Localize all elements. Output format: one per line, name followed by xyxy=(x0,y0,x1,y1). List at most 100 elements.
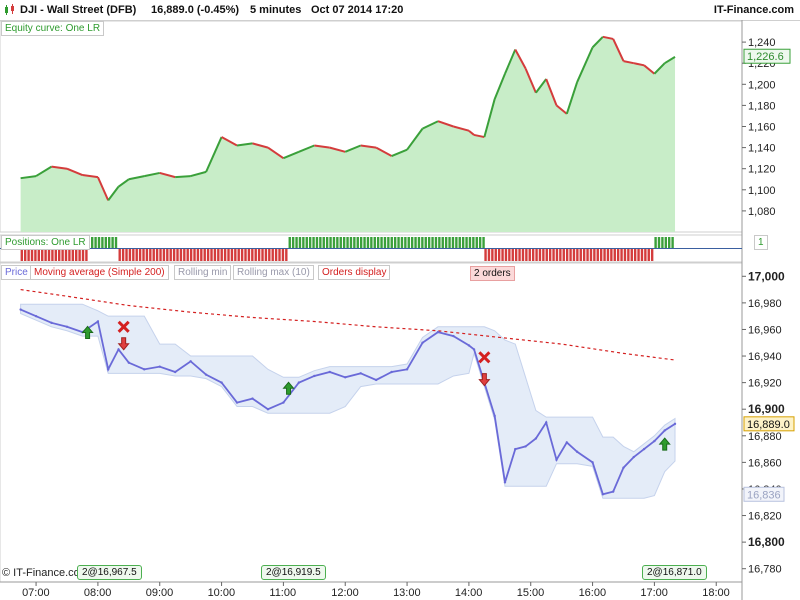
price-point xyxy=(266,408,270,411)
price-tick-label: 16,880 xyxy=(748,431,782,443)
position-bar-short xyxy=(47,249,51,261)
equity-segment xyxy=(468,129,475,136)
price-tick-label: 16,860 xyxy=(748,457,782,469)
position-bar-short xyxy=(271,249,274,261)
position-bar-short xyxy=(132,249,135,261)
price-point xyxy=(19,308,22,311)
price-point xyxy=(632,455,635,459)
position-bar-long xyxy=(654,237,657,249)
position-bar-short xyxy=(599,249,603,261)
position-bar-long xyxy=(111,237,114,249)
position-bar-short xyxy=(274,249,278,261)
buy-arrow-icon xyxy=(658,437,671,451)
position-bar-short xyxy=(555,249,559,261)
equity-segment xyxy=(535,78,547,94)
equity-segment xyxy=(117,178,130,188)
price-tick-label: 16,960 xyxy=(748,324,782,336)
position-bar-long xyxy=(319,237,322,249)
position-bar-short xyxy=(531,249,535,261)
position-bar-short xyxy=(227,249,230,261)
position-bar-short xyxy=(138,249,142,261)
equity-segment xyxy=(314,144,330,149)
position-bar-long xyxy=(657,237,661,249)
position-bar-long xyxy=(671,237,674,249)
price-point xyxy=(127,361,131,364)
position-bar-short xyxy=(528,249,531,261)
equity-segment xyxy=(252,142,269,149)
timeframe[interactable]: 5 minutes xyxy=(250,4,302,16)
price-point xyxy=(173,370,177,374)
position-bar-short xyxy=(125,249,128,261)
position-bar-long xyxy=(387,237,390,249)
equity-segment xyxy=(82,174,99,179)
position-bar-long xyxy=(444,237,448,249)
equity-segment xyxy=(664,56,676,65)
positions-label[interactable]: Positions: One LR xyxy=(1,235,90,250)
position-bar-long xyxy=(363,237,366,249)
position-bar-short xyxy=(281,249,285,261)
equity-segment xyxy=(283,150,300,160)
position-bar-long xyxy=(478,237,482,249)
equity-tick-label: 1,120 xyxy=(748,164,776,176)
position-bar-short xyxy=(200,249,203,261)
x-tick-label: 18:00 xyxy=(702,587,730,599)
price-point xyxy=(544,421,548,424)
price-label[interactable]: Price xyxy=(1,265,32,280)
sell-arrow-icon xyxy=(117,337,130,351)
position-bar-long xyxy=(104,237,107,249)
orders-display-label[interactable]: Orders display xyxy=(318,265,391,280)
price-point xyxy=(390,370,393,374)
x-tick-label: 10:00 xyxy=(208,587,236,599)
rolling-max-label[interactable]: Rolling max (10) xyxy=(233,265,314,280)
position-bar-short xyxy=(34,249,37,261)
price-point xyxy=(611,490,615,493)
equity-segment xyxy=(643,64,656,75)
position-bar-short xyxy=(71,249,75,261)
position-bar-short xyxy=(210,249,213,261)
position-bar-long xyxy=(390,237,393,249)
position-bar-short xyxy=(606,249,610,261)
position-bar-short xyxy=(213,249,217,261)
price-point xyxy=(622,466,625,469)
equity-tick-label: 1,240 xyxy=(748,37,776,49)
position-bar-short xyxy=(78,249,81,261)
position-bar-short xyxy=(264,249,268,261)
equity-segment xyxy=(360,144,377,149)
position-bar-short xyxy=(579,249,582,261)
position-bar-short xyxy=(572,249,576,261)
equity-curve-panel xyxy=(20,35,676,233)
position-bar-long xyxy=(668,237,671,249)
price-point xyxy=(204,373,208,376)
position-bar-short xyxy=(20,249,24,261)
position-bar-short xyxy=(257,249,261,261)
trade-bubble-2[interactable]: 2@16,919.5 xyxy=(261,565,326,580)
equity-segment xyxy=(437,120,454,128)
equity-segment xyxy=(504,49,517,75)
price-point xyxy=(575,450,579,453)
rolling-min-label[interactable]: Rolling min xyxy=(174,265,232,280)
position-bar-short xyxy=(162,249,166,261)
buy-arrow-icon xyxy=(81,325,94,339)
moving-average-label[interactable]: Moving average (Simple 200) xyxy=(30,265,169,280)
price-point xyxy=(50,321,53,325)
position-bar-short xyxy=(504,249,508,261)
position-bar-short xyxy=(525,249,528,261)
position-bar-long xyxy=(421,237,424,249)
trade-bubble-1[interactable]: 2@16,967.5 xyxy=(77,565,142,580)
trade-bubble-3[interactable]: 2@16,871.0 xyxy=(642,565,707,580)
equity-segment xyxy=(473,133,485,139)
position-bar-short xyxy=(64,249,68,261)
position-bar-short xyxy=(85,249,88,261)
position-bar-short xyxy=(118,249,121,261)
position-bar-short xyxy=(613,249,616,261)
position-bar-short xyxy=(494,249,497,261)
equity-curve-label[interactable]: Equity curve: One LR xyxy=(1,21,105,36)
position-bar-long xyxy=(468,237,472,249)
position-bar-short xyxy=(559,249,562,261)
equity-tick-label: 1,160 xyxy=(748,122,776,134)
position-bar-long xyxy=(356,237,359,249)
position-bar-long xyxy=(315,237,319,249)
position-bar-long xyxy=(438,237,441,249)
position-bar-short xyxy=(569,249,572,261)
